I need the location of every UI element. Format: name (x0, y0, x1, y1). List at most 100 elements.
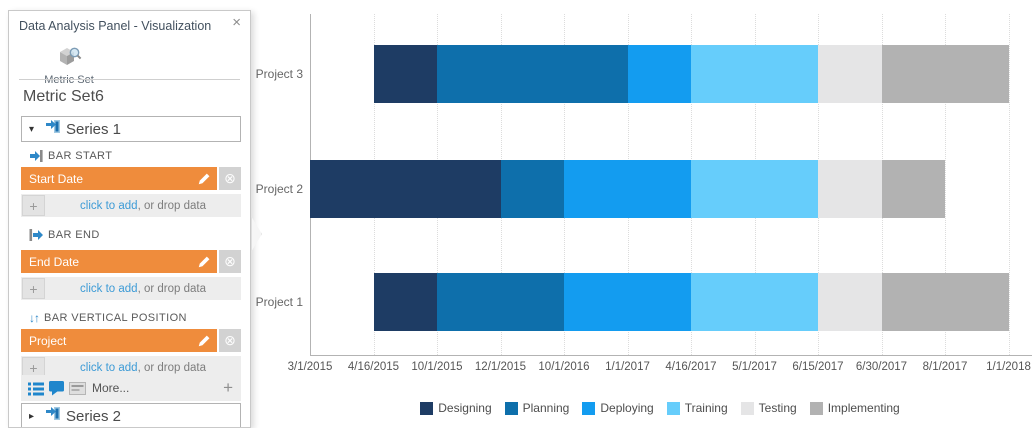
collapse-caret-icon[interactable]: ▾ (29, 123, 35, 135)
bar-segment-project-2-deploying[interactable] (564, 160, 691, 218)
project-pill[interactable]: Project (21, 329, 217, 352)
data-analysis-panel: Data Analysis Panel - Visualization × Me… (8, 10, 251, 428)
x-tick-label: 4/16/2015 (347, 361, 400, 373)
row-label-project-1: Project 1 (255, 295, 303, 309)
bar-end-icon (29, 228, 43, 242)
legend-label: Planning (522, 401, 570, 415)
edit-pencil-icon[interactable] (197, 172, 211, 186)
legend-swatch-designing (420, 401, 434, 415)
legend-item-implementing[interactable]: Implementing (809, 401, 900, 415)
panel-title: Data Analysis Panel - Visualization (19, 19, 212, 33)
legend-swatch-testing (740, 401, 754, 415)
bar-segment-project-3-planning[interactable] (437, 45, 628, 103)
bar-end-section-label: BAR END (29, 227, 100, 243)
legend-label: Designing (438, 401, 492, 415)
start-date-pill[interactable]: Start Date (21, 167, 217, 190)
bar-segment-project-1-implementing[interactable] (881, 273, 1009, 331)
metric-set-button[interactable]: Metric Set (37, 45, 101, 86)
legend-item-designing[interactable]: Designing (420, 401, 492, 415)
series-icon (45, 119, 61, 139)
click-to-add-link[interactable]: click to add (80, 282, 138, 295)
legend-item-deploying[interactable]: Deploying (582, 401, 654, 415)
bar-segment-project-2-implementing[interactable] (881, 160, 945, 218)
bar-segment-project-3-implementing[interactable] (881, 45, 1009, 103)
bar-segment-project-2-testing[interactable] (818, 160, 882, 218)
bar-segment-project-2-planning[interactable] (500, 160, 564, 218)
more-row[interactable]: More... + (21, 375, 241, 401)
series-1-label: Series 1 (66, 120, 122, 138)
drop-data-text: , or drop data (137, 199, 206, 212)
bar-segment-project-3-deploying[interactable] (627, 45, 691, 103)
panel-header: Data Analysis Panel - Visualization × (9, 11, 250, 37)
x-tick-label: 6/30/2017 (855, 361, 908, 373)
legend-item-planning[interactable]: Planning (504, 401, 570, 415)
x-tick-label: 10/1/2015 (411, 361, 463, 373)
chart-legend: Designing Planning Deploying Training Testin… (310, 401, 1010, 415)
row-label-project-3: Project 3 (255, 67, 303, 81)
click-to-add-link[interactable]: click to add (80, 361, 138, 374)
drop-data-text: , or drop data (137, 282, 206, 295)
bar-segment-project-2-training[interactable] (691, 160, 818, 218)
x-tick-label: 5/1/2017 (732, 361, 777, 373)
add-placeholder-icon[interactable]: + (223, 378, 233, 397)
bar-segment-project-3-training[interactable] (691, 45, 818, 103)
bar-segment-project-1-planning[interactable] (437, 273, 564, 331)
bar-segment-project-1-testing[interactable] (818, 273, 882, 331)
bar-segment-project-3-testing[interactable] (818, 45, 882, 103)
legend-label: Testing (758, 401, 797, 415)
legend-list-icon (28, 381, 44, 396)
remove-icon[interactable]: ⊗ (219, 329, 241, 352)
series-2-header[interactable]: ▸ Series 2 (21, 403, 241, 427)
legend-label: Implementing (827, 401, 900, 415)
bar-segment-project-1-training[interactable] (691, 273, 818, 331)
x-tick-label: 4/16/2017 (665, 361, 717, 373)
bar-segment-project-2-designing[interactable] (310, 160, 501, 218)
end-date-pill-label: End Date (29, 254, 80, 269)
x-tick-label: 3/1/2015 (287, 361, 333, 373)
remove-icon[interactable]: ⊗ (219, 250, 241, 273)
x-axis-line (310, 355, 1032, 356)
click-to-add-link[interactable]: click to add (80, 199, 138, 212)
bar-start-section-label: BAR START (29, 148, 112, 164)
legend-item-testing[interactable]: Testing (740, 401, 797, 415)
x-tick-label: 6/15/2017 (792, 361, 844, 373)
expand-caret-icon[interactable]: ▸ (29, 410, 35, 422)
close-icon[interactable]: × (232, 14, 241, 31)
bar-segment-project-1-designing[interactable] (373, 273, 437, 331)
start-date-pill-label: Start Date (29, 171, 84, 186)
remove-icon[interactable]: ⊗ (219, 167, 241, 190)
panel-collapse-handle[interactable] (251, 216, 262, 252)
x-tick-label: 8/1/2017 (922, 361, 968, 373)
more-label: More... (92, 381, 130, 395)
legend-swatch-implementing (809, 401, 823, 415)
annotation-icon (69, 381, 86, 395)
gridline (1008, 14, 1010, 355)
bar-start-field-row: Start Date ⊗ (21, 167, 241, 190)
bar-start-add-row: + click to add, or drop data (21, 194, 241, 217)
x-tick-label: 12/1/2015 (474, 361, 527, 373)
plus-icon[interactable]: + (22, 195, 45, 216)
divider (19, 79, 240, 80)
legend-item-training[interactable]: Training (666, 401, 728, 415)
bar-vertical-position-field-row: Project ⊗ (21, 329, 241, 352)
plus-icon[interactable]: + (22, 278, 45, 299)
drop-data-text: , or drop data (137, 361, 206, 374)
bar-segment-project-3-designing[interactable] (373, 45, 437, 103)
x-tick-label: 1/1/2018 (986, 361, 1031, 373)
bar-vertical-position-add-row: + click to add, or drop data (21, 356, 241, 379)
series-icon (45, 406, 61, 426)
bar-end-add-row: + click to add, or drop data (21, 277, 241, 300)
bar-vertical-position-icon: ↓↑ (29, 311, 40, 325)
bar-vertical-position-section-label: ↓↑ BAR VERTICAL POSITION (29, 311, 187, 325)
end-date-pill[interactable]: End Date (21, 250, 217, 273)
project-pill-label: Project (29, 333, 67, 348)
series-1-header[interactable]: ▾ Series 1 (21, 116, 241, 142)
edit-pencil-icon[interactable] (197, 255, 211, 269)
legend-label: Training (684, 401, 728, 415)
bar-segment-project-1-deploying[interactable] (564, 273, 691, 331)
row-label-project-2: Project 2 (255, 182, 303, 196)
edit-pencil-icon[interactable] (197, 334, 211, 348)
metric-set-label: Metric Set (44, 74, 94, 86)
